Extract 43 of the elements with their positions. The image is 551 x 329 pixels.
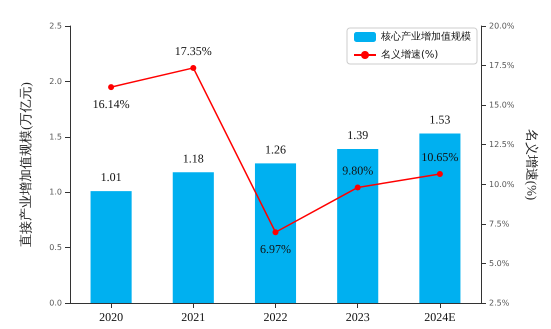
y-tick-label: 2.5 bbox=[49, 22, 62, 30]
y2-tick-label: 5.0% bbox=[489, 258, 510, 268]
x-tick-label: 2024E bbox=[424, 310, 456, 324]
data-label: 1.39 bbox=[347, 128, 368, 142]
legend-label: 名义增速(%) bbox=[381, 48, 438, 60]
data-label: 1.01 bbox=[100, 170, 122, 184]
x-tick-label: 2023 bbox=[346, 310, 370, 324]
legend-label: 核心产业增加值规模 bbox=[380, 30, 471, 42]
y-tick-label: 0.5 bbox=[49, 243, 62, 252]
y2-axis-title: 名义增速(%) bbox=[524, 128, 540, 200]
y2-tick-label: 12.5% bbox=[489, 140, 515, 150]
point bbox=[190, 64, 196, 71]
x-tick-label: 2020 bbox=[99, 310, 124, 324]
point bbox=[272, 229, 278, 236]
bar bbox=[337, 148, 378, 303]
y2-tick-label: 10.0% bbox=[489, 180, 515, 189]
point bbox=[108, 84, 114, 90]
y2-tick-label: 17.5% bbox=[489, 61, 515, 70]
point bbox=[354, 184, 361, 190]
data-label: 9.80% bbox=[342, 163, 374, 178]
y2-tick-label: 7.5% bbox=[489, 219, 510, 228]
x-tick-label: 2022 bbox=[264, 310, 288, 324]
bar bbox=[419, 133, 460, 303]
y-tick-label: 2.0 bbox=[49, 76, 62, 86]
y-tick-label: 0.0 bbox=[49, 298, 62, 308]
y-axis-title: 直接产业增加值规模(万亿元) bbox=[18, 82, 33, 247]
x-tick-label: 2021 bbox=[181, 310, 206, 324]
data-label: 17.35% bbox=[174, 44, 212, 58]
data-label: 1.53 bbox=[429, 112, 450, 126]
data-label: 6.97% bbox=[260, 242, 291, 256]
y-tick-label: 1.5 bbox=[49, 132, 62, 142]
y2-tick-label: 20.0% bbox=[489, 22, 515, 30]
y-tick-label: 1.0 bbox=[49, 188, 62, 197]
bar bbox=[90, 191, 132, 303]
bar bbox=[172, 172, 214, 303]
bar bbox=[254, 163, 296, 303]
data-label: 10.65% bbox=[421, 150, 458, 164]
point bbox=[436, 171, 443, 177]
y2-tick-label: 15.0% bbox=[489, 100, 515, 110]
data-label: 1.18 bbox=[182, 151, 204, 166]
data-label: 16.14% bbox=[92, 97, 130, 112]
data-label: 1.26 bbox=[265, 142, 286, 156]
y2-tick-label: 2.5% bbox=[489, 298, 510, 308]
